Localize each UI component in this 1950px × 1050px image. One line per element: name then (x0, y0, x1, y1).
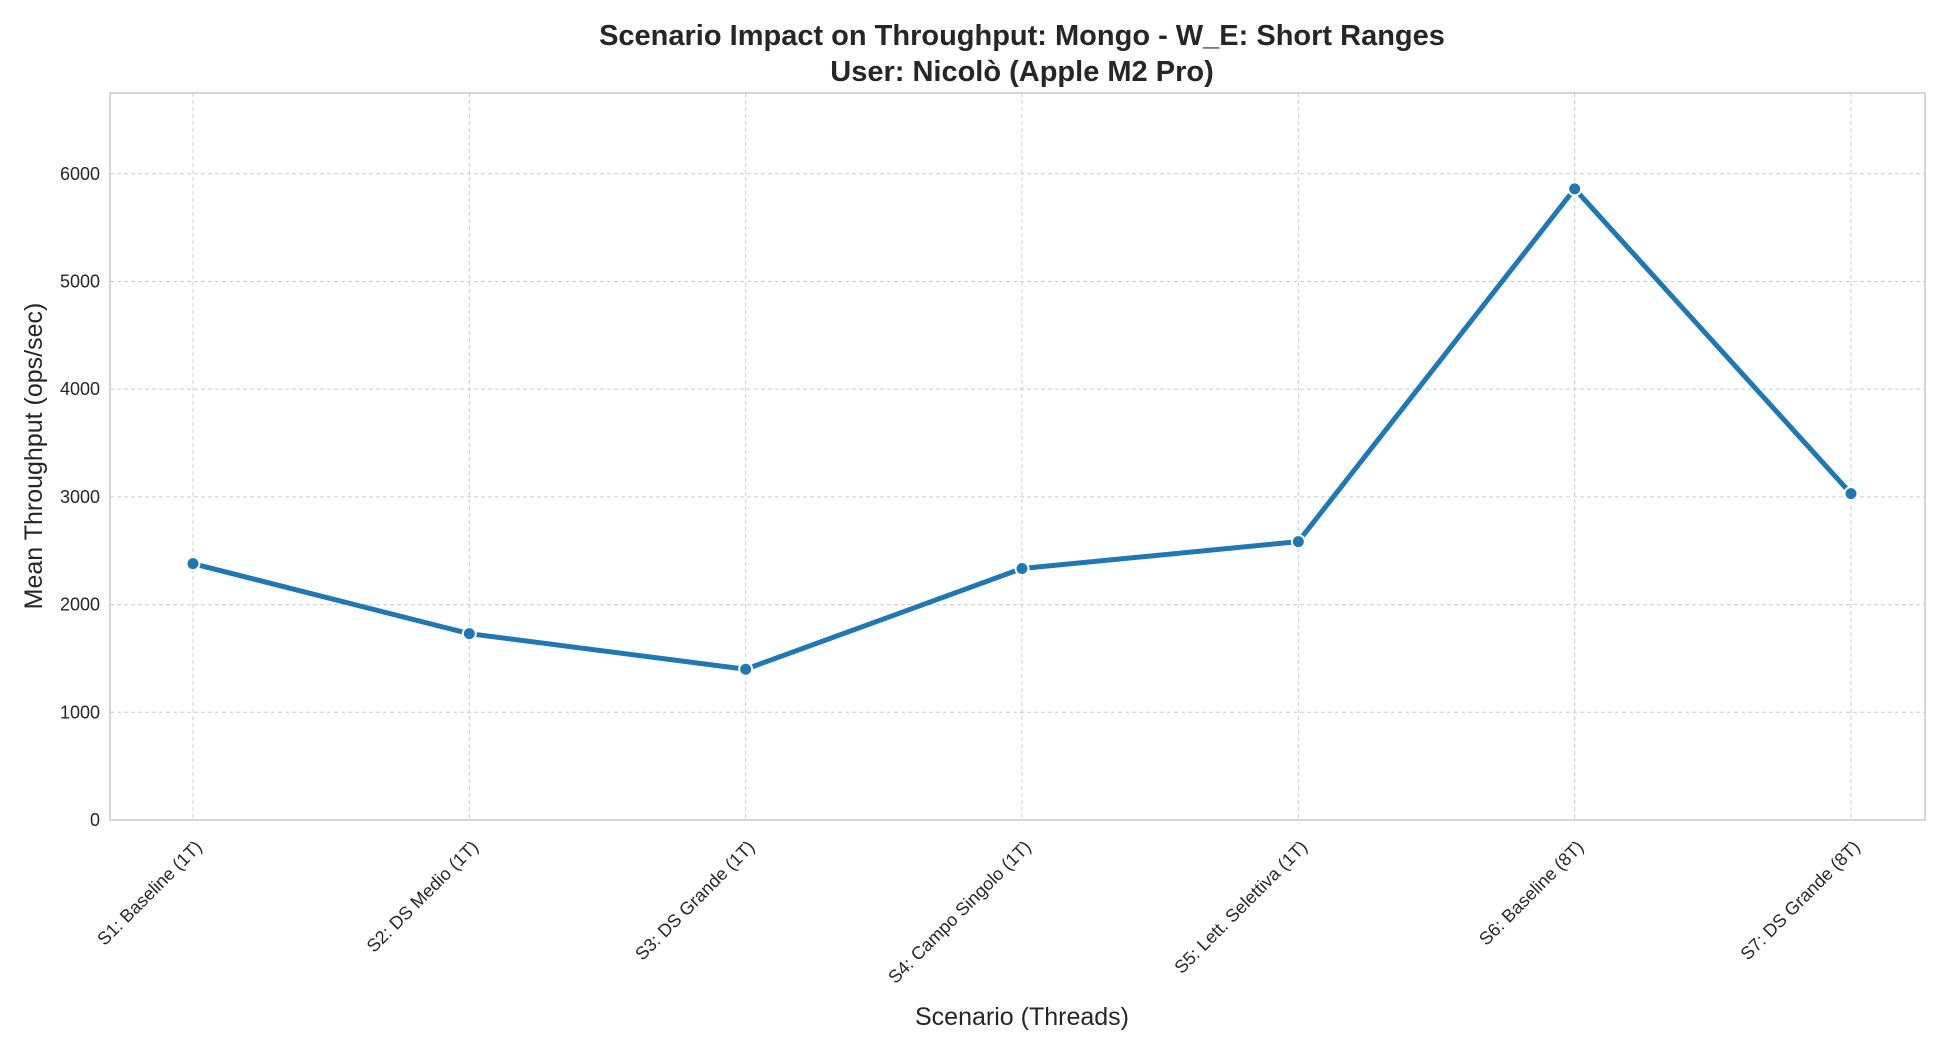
x-tick-label: S5: Lett. Selettiva (1T) (1170, 837, 1311, 978)
y-tick-label: 6000 (60, 164, 100, 184)
data-point (1843, 486, 1859, 502)
plot-area-frame (109, 92, 1926, 821)
data-point (1567, 181, 1583, 197)
x-tick-label: S3: DS Grande (1T) (631, 837, 758, 964)
data-point (461, 626, 477, 642)
y-axis-label: Mean Throughput (ops/sec) (20, 303, 48, 610)
chart-subtitle: User: Nicolò (Apple M2 Pro) (830, 56, 1214, 88)
x-tick-label: S6: Baseline (8T) (1475, 837, 1587, 949)
x-tick-label: S2: DS Medio (1T) (363, 837, 483, 957)
y-tick-label: 5000 (60, 271, 100, 291)
x-tick-label: S7: DS Grande (8T) (1737, 837, 1864, 964)
x-axis-label: Scenario (Threads) (915, 1003, 1129, 1031)
y-tick-label: 0 (90, 810, 100, 830)
x-axis-ticks: S1: Baseline (1T) S2: DS Medio (1T) S3: DS… (93, 837, 1863, 988)
series-throughput (185, 181, 1859, 677)
y-axis-ticks: 0 1000 2000 3000 4000 5000 6000 (60, 164, 100, 830)
x-tick-label: S1: Baseline (1T) (93, 837, 205, 949)
data-point (1290, 534, 1306, 550)
grid-lines (110, 93, 1925, 820)
data-point (1014, 561, 1030, 577)
y-tick-label: 3000 (60, 487, 100, 507)
y-tick-label: 2000 (60, 595, 100, 615)
data-point (738, 661, 754, 677)
y-tick-label: 4000 (60, 379, 100, 399)
y-tick-label: 1000 (60, 702, 100, 722)
chart-title: Scenario Impact on Throughput: Mongo - W… (599, 20, 1445, 52)
x-tick-label: S4: Campo Singolo (1T) (884, 837, 1035, 988)
data-point (185, 556, 201, 572)
